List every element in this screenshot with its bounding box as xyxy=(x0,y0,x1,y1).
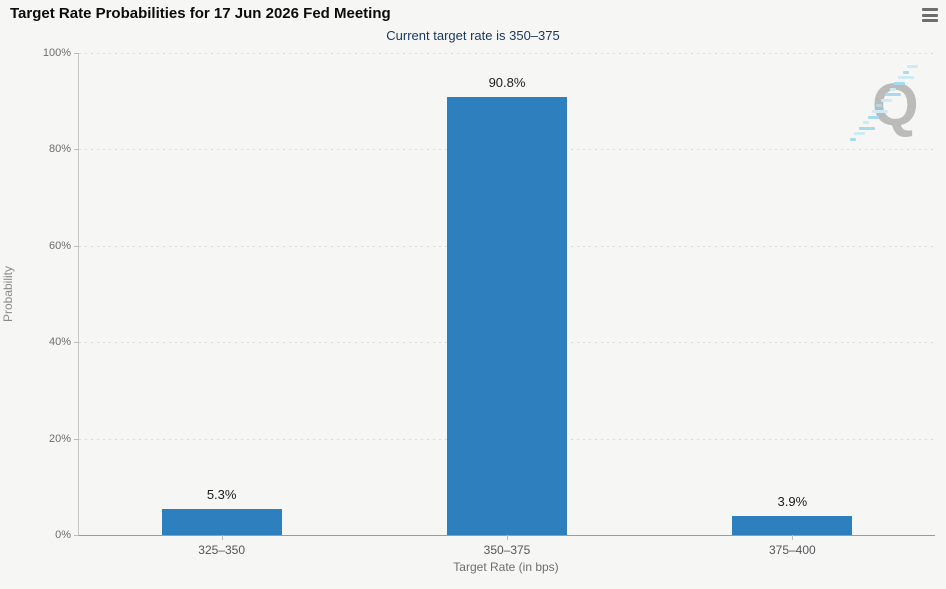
y-tick-label: 80% xyxy=(48,143,71,156)
y-tick-label: 0% xyxy=(55,529,71,541)
y-tick-mark xyxy=(74,53,79,54)
y-axis-title: Probability xyxy=(1,265,15,323)
y-tick-label: 60% xyxy=(48,239,71,252)
y-tick-label: 100% xyxy=(42,47,71,59)
hamburger-menu-icon[interactable] xyxy=(922,8,938,22)
plot-area: 0% 20% 40% 60% 80% 100% 5.3% 325–350 90.8% 350–37… xyxy=(43,47,935,557)
y-tick-mark xyxy=(74,342,79,344)
hamburger-bar xyxy=(922,19,938,22)
bar-value-label: 5.3% xyxy=(206,487,237,503)
hamburger-bar xyxy=(922,8,938,11)
page-title: Target Rate Probabilities for 17 Jun 202… xyxy=(10,5,391,22)
x-tick-mark xyxy=(792,535,794,540)
bar-value-label: 90.8% xyxy=(488,75,526,91)
y-tick-mark xyxy=(74,245,79,247)
x-tick-label: 350–375 xyxy=(483,543,531,557)
y-tick-mark xyxy=(74,149,79,151)
y-tick-label: 20% xyxy=(48,432,71,445)
x-tick-mark xyxy=(221,535,223,540)
bar-value-label: 3.9% xyxy=(777,494,808,510)
y-tick-mark xyxy=(74,438,79,440)
x-axis-title: Target Rate (in bps) xyxy=(453,560,559,574)
bar-375–400[interactable] xyxy=(732,516,853,535)
x-tick-mark xyxy=(507,535,508,540)
y-tick-label: 40% xyxy=(48,336,71,349)
y-tick-mark xyxy=(74,535,79,536)
gridline xyxy=(79,53,935,54)
x-tick-label: 325–350 xyxy=(198,543,246,557)
chart-subtitle: Current target rate is 350–375 xyxy=(386,28,560,43)
bar-325–350[interactable] xyxy=(161,509,282,535)
hamburger-bar xyxy=(922,13,938,17)
x-tick-label: 375–400 xyxy=(768,543,816,557)
bar-350–375[interactable] xyxy=(447,97,567,535)
